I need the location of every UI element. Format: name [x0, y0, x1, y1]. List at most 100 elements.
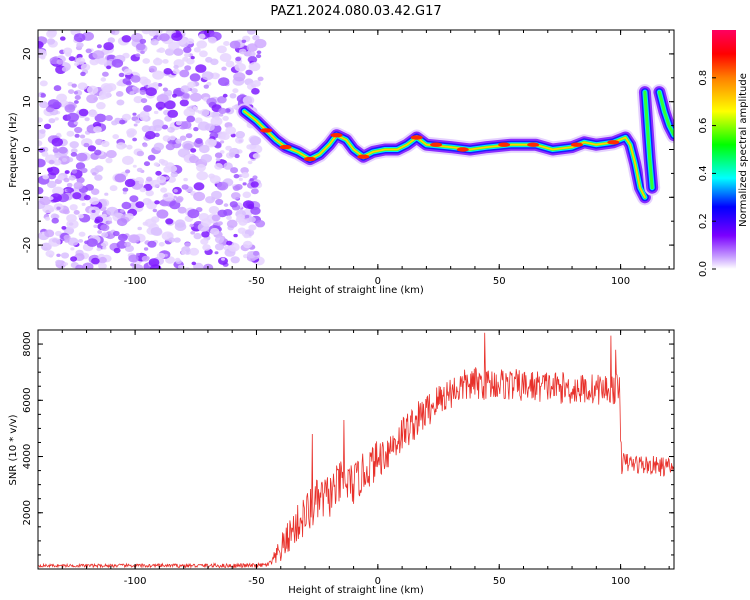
noise-blob	[150, 227, 163, 236]
noise-blob	[234, 184, 243, 190]
noise-blob	[63, 47, 73, 55]
y-tick-label: 2000	[22, 500, 33, 525]
secondary-ridge	[643, 90, 654, 190]
noise-blob	[190, 92, 202, 102]
noise-blob	[123, 68, 133, 76]
noise-blob	[148, 258, 160, 267]
noise-blob	[125, 169, 131, 174]
noise-blob	[95, 138, 104, 146]
noise-blob	[221, 66, 227, 71]
ridge-peak	[527, 142, 540, 147]
noise-blob	[190, 148, 197, 153]
noise-blob	[112, 134, 119, 140]
noise-blob	[182, 56, 189, 62]
noise-blob	[181, 250, 187, 255]
noise-blob	[248, 62, 261, 72]
noise-blob	[122, 155, 134, 165]
noise-blob	[94, 149, 102, 156]
x-tick-label: 50	[493, 276, 506, 287]
noise-blob	[68, 89, 75, 94]
noise-blob	[99, 89, 111, 99]
noise-region	[38, 30, 267, 269]
noise-blob	[75, 162, 86, 170]
noise-blob	[214, 243, 225, 251]
noise-blob	[73, 210, 80, 215]
noise-blob	[170, 171, 178, 178]
noise-blob	[182, 93, 190, 99]
noise-blob	[100, 77, 107, 82]
noise-blob	[228, 152, 236, 158]
noise-blob	[73, 121, 79, 125]
noise-blob	[175, 138, 182, 144]
noise-blob	[110, 30, 116, 34]
noise-blob	[130, 75, 141, 83]
noise-blob	[108, 220, 113, 224]
noise-blob	[173, 237, 181, 243]
noise-blob	[131, 32, 143, 43]
x-tick-label: -100	[124, 276, 147, 287]
noise-blob	[105, 115, 113, 121]
noise-blob	[250, 181, 259, 188]
noise-blob	[93, 224, 98, 228]
noise-blob	[142, 143, 148, 148]
noise-blob	[102, 213, 107, 218]
ridge-peak	[357, 154, 370, 159]
noise-blob	[60, 36, 66, 41]
noise-blob	[71, 83, 77, 88]
noise-blob	[168, 237, 176, 243]
noise-blob	[199, 50, 208, 58]
ridge-peak	[430, 142, 443, 147]
noise-blob	[56, 253, 61, 257]
noise-blob	[82, 262, 94, 269]
noise-blob	[46, 30, 57, 38]
noise-blob	[181, 184, 189, 190]
noise-blob	[85, 184, 94, 191]
noise-blob	[175, 257, 181, 262]
noise-blob	[235, 136, 244, 144]
noise-blob	[225, 126, 237, 135]
noise-blob	[58, 146, 68, 154]
noise-blob	[83, 194, 91, 201]
noise-blob	[63, 177, 70, 183]
noise-blob	[162, 192, 175, 202]
noise-blob	[38, 117, 43, 123]
noise-blob	[124, 178, 136, 188]
noise-blob	[218, 77, 230, 86]
noise-blob	[115, 91, 124, 97]
noise-blob	[205, 138, 217, 148]
noise-blob	[184, 52, 190, 58]
noise-blob	[38, 140, 43, 147]
noise-blob	[242, 191, 252, 199]
noise-blob	[164, 100, 176, 110]
noise-blob	[106, 65, 112, 70]
noise-blob	[61, 66, 69, 72]
noise-blob	[153, 162, 160, 167]
x-tick-label: -50	[248, 276, 264, 287]
noise-blob	[97, 230, 102, 234]
noise-blob	[139, 187, 147, 193]
noise-blob	[198, 144, 210, 154]
noise-blob	[138, 180, 144, 185]
noise-blob	[50, 193, 62, 203]
noise-blob	[98, 256, 107, 264]
noise-blob	[218, 257, 228, 265]
noise-blob	[78, 239, 84, 243]
noise-blob	[73, 91, 79, 95]
noise-blob	[87, 85, 99, 95]
noise-blob	[171, 32, 183, 41]
noise-blob	[116, 99, 125, 106]
noise-blob	[257, 76, 264, 82]
noise-blob	[152, 82, 159, 87]
noise-blob	[140, 98, 148, 104]
noise-blob	[250, 144, 263, 154]
x-tick-label: 0	[375, 576, 381, 587]
noise-blob	[91, 188, 100, 195]
noise-blob	[72, 192, 82, 200]
noise-blob	[190, 231, 196, 235]
noise-blob	[217, 221, 223, 226]
noise-blob	[78, 214, 84, 219]
noise-blob	[167, 109, 179, 118]
noise-blob	[106, 206, 119, 216]
noise-blob	[119, 119, 126, 125]
